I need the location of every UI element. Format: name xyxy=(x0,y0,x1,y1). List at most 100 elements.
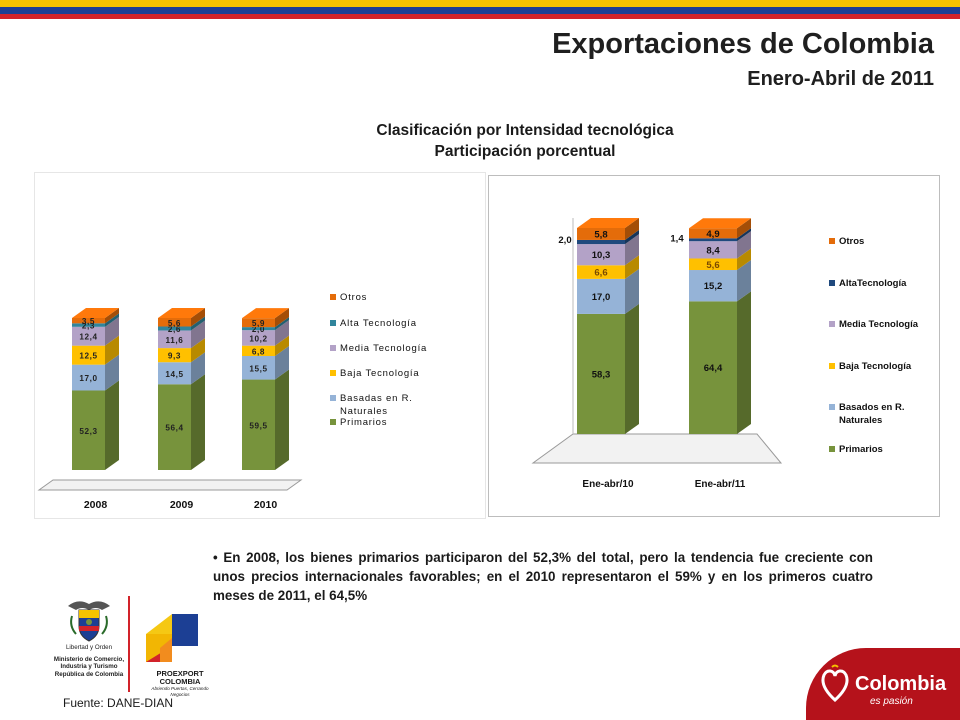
bar-side-basados-0 xyxy=(105,354,119,391)
heart-icon xyxy=(821,664,849,702)
bar-side-alta-1 xyxy=(191,316,205,331)
bar-otros-1 xyxy=(158,318,191,327)
bar-primarios-1 xyxy=(158,384,191,470)
data-label-primarios-1: 64,4 xyxy=(704,363,723,374)
ministry-line3: República de Colombia xyxy=(54,670,124,678)
bar-baja-1 xyxy=(689,258,737,271)
bar-side-basados-0 xyxy=(625,268,639,314)
data-label-otros-0: 3,5 xyxy=(82,317,95,326)
legend-label-primarios: Primarios xyxy=(340,417,387,428)
legend-label-media: Media Tecnología xyxy=(340,343,427,354)
data-label-primarios-2: 59,5 xyxy=(249,421,267,430)
ministry-logo-text: Libertad y Orden Ministerio de Comercio,… xyxy=(52,644,126,678)
bar-side-alta-1 xyxy=(737,228,751,242)
ministry-line2: Industria y Turismo xyxy=(60,663,118,671)
legend-swatch-baja xyxy=(330,370,336,376)
header-stripe-blue xyxy=(0,7,960,14)
chart-title: Clasificación por Intensidad tecnológica… xyxy=(300,120,750,162)
bar-basados-0 xyxy=(72,364,105,391)
legend-label-basados-line2: Naturales xyxy=(839,415,882,426)
legend-swatch-basados xyxy=(829,404,835,410)
data-label-otros-2: 5,9 xyxy=(252,319,265,328)
bar-alta-1 xyxy=(158,326,191,331)
colombia-brand-name: Colombia xyxy=(855,673,947,695)
bar-side-basados-1 xyxy=(737,260,751,302)
bar-baja-1 xyxy=(158,348,191,363)
data-label-basados-1: 15,2 xyxy=(704,281,723,292)
bar-side-baja-1 xyxy=(191,338,205,363)
data-label-baja-2: 6,8 xyxy=(252,347,265,356)
bar-basados-1 xyxy=(158,362,191,385)
bar-side-otros-0 xyxy=(105,308,119,324)
legend-label-basados: Basados en R. xyxy=(839,402,904,413)
colombia-brand-tagline: es pasión xyxy=(870,696,913,707)
bar-side-media-2 xyxy=(275,320,289,346)
data-label-primarios-1: 56,4 xyxy=(165,424,183,433)
legend-swatch-media xyxy=(829,321,835,327)
page-subtitle: Enero-Abril de 2011 xyxy=(747,68,934,90)
bar-alta-1 xyxy=(689,238,737,242)
left-chart: 52,3 17,0 12,5 12,4 2,33,5 2008 56,4 14,5 9,3 11,… xyxy=(37,292,427,511)
data-label-alta-1: 2,6 xyxy=(168,325,181,334)
legend-swatch-baja xyxy=(829,363,835,369)
chart-floor xyxy=(531,433,783,464)
bar-side-primarios-1 xyxy=(191,374,205,470)
bar-primarios-0 xyxy=(577,313,625,434)
bar-baja-0 xyxy=(577,265,625,279)
legend-label-primarios: Primarios xyxy=(839,444,883,455)
legend-label-alta: Alta Tecnología xyxy=(340,318,417,329)
bar-side-otros-0 xyxy=(625,218,639,240)
bar-basados-1 xyxy=(689,270,737,302)
bar-top-0 xyxy=(72,308,119,318)
bar-side-baja-0 xyxy=(625,255,639,279)
bar-baja-2 xyxy=(242,345,275,356)
ministry-line1: Ministerio de Comercio, xyxy=(53,655,125,663)
category-label-0: Ene-abr/10 xyxy=(582,479,634,490)
proexport-logo-text: PROEXPORT COLOMBIA Abriendo Puertas, Cer… xyxy=(150,670,210,698)
bar-side-media-0 xyxy=(625,234,639,266)
bar-top-1 xyxy=(689,218,751,229)
bullet-text: En 2008, los bienes primarios participar… xyxy=(213,550,873,603)
data-label-alta-0: 2,0 xyxy=(558,235,571,246)
bar-side-primarios-0 xyxy=(105,380,119,470)
bar-alta-2 xyxy=(242,327,275,331)
brand-badge xyxy=(806,648,960,720)
legend-label-otros: Otros xyxy=(340,292,367,303)
bar-side-alta-0 xyxy=(625,229,639,245)
legend-swatch-alta xyxy=(829,280,835,286)
data-label-basados-0: 17,0 xyxy=(79,374,97,383)
bar-top-1 xyxy=(158,308,205,318)
bar-top-0 xyxy=(577,218,639,228)
bar-side-basados-1 xyxy=(191,352,205,385)
legend-swatch-alta xyxy=(330,320,336,326)
data-label-basados-1: 14,5 xyxy=(165,370,183,379)
legend-label-baja: Baja Tecnología xyxy=(340,368,419,379)
bar-media-1 xyxy=(689,241,737,259)
left-chart-panel: 52,3 17,0 12,5 12,4 2,3 3,5 2008 56,4 14,5 9,3 11,… xyxy=(34,172,486,519)
right-chart-panel: 58,3 17,0 6,6 10,3 2,0 5,8 Ene-abr/10 64,4 15,2 5… xyxy=(488,175,940,517)
legend-swatch-primarios xyxy=(330,419,336,425)
bar-media-0 xyxy=(72,326,105,346)
legend-swatch-media xyxy=(330,345,336,351)
bar-side-primarios-0 xyxy=(625,303,639,434)
legend-label-baja: Baja Tecnología xyxy=(839,361,912,372)
bar-side-otros-1 xyxy=(737,218,751,239)
data-label-media-1: 8,4 xyxy=(706,245,720,256)
data-label-basados-0: 17,0 xyxy=(592,292,611,303)
bar-baja-0 xyxy=(72,345,105,365)
header-stripe-yellow xyxy=(0,0,960,7)
bar-otros-2 xyxy=(242,318,275,328)
bar-side-otros-1 xyxy=(191,308,205,327)
data-label-otros-1: 5,6 xyxy=(168,319,181,328)
data-label-baja-0: 12,5 xyxy=(79,352,97,361)
bar-side-media-0 xyxy=(105,316,119,346)
chart-title-line1: Clasificación por Intensidad tecnológica xyxy=(376,122,674,139)
data-label-alta-1: 1,4 xyxy=(670,233,684,244)
data-label-media-2: 10,2 xyxy=(249,334,267,343)
data-label-media-1: 11,6 xyxy=(166,336,184,345)
logo-divider xyxy=(128,596,130,692)
bar-otros-0 xyxy=(577,228,625,240)
category-label-2: 2010 xyxy=(254,499,278,511)
bullet-paragraph: • En 2008, los bienes primarios particip… xyxy=(213,550,873,603)
legend-label-basados-line2: Naturales xyxy=(340,406,388,417)
